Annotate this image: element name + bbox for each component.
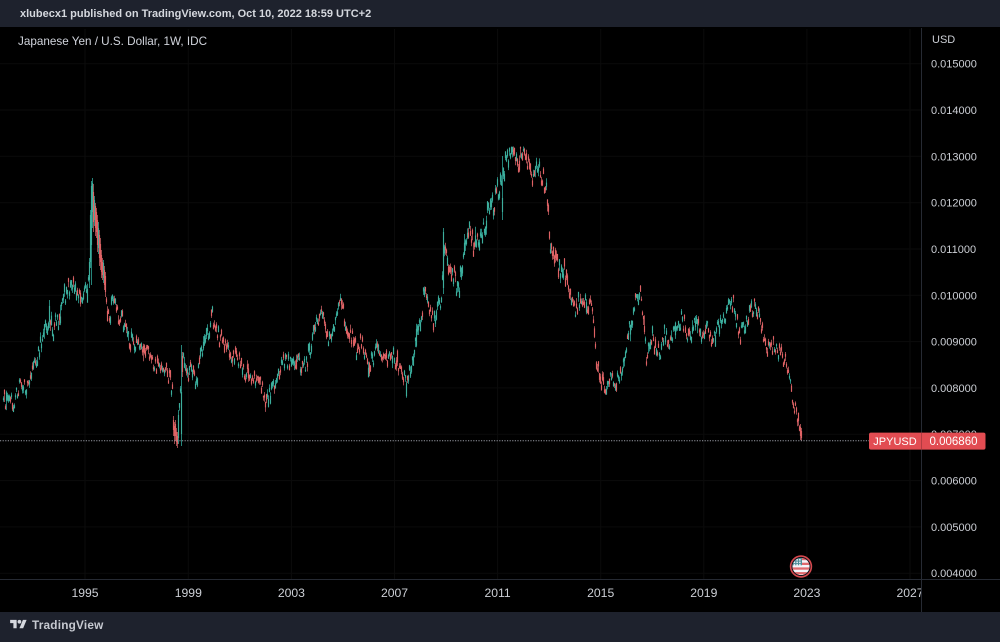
svg-text:0.006860: 0.006860 [930,436,978,448]
svg-text:0.009000: 0.009000 [931,337,977,349]
svg-text:2027: 2027 [896,586,923,600]
svg-text:0.006000: 0.006000 [931,476,977,488]
svg-text:0.014000: 0.014000 [931,105,977,117]
svg-text:0.008000: 0.008000 [931,383,977,395]
svg-text:2023: 2023 [793,586,820,600]
svg-text:USD: USD [932,34,955,46]
svg-text:JPYUSD: JPYUSD [873,436,916,448]
svg-text:0.015000: 0.015000 [931,59,977,71]
svg-text:2011: 2011 [484,586,510,600]
svg-text:0.004000: 0.004000 [931,568,977,580]
svg-text:0.010000: 0.010000 [931,290,977,302]
svg-text:0.005000: 0.005000 [931,522,977,534]
svg-text:2019: 2019 [690,586,717,600]
svg-text:0.011000: 0.011000 [931,244,976,256]
svg-text:2015: 2015 [587,586,614,600]
svg-text:2003: 2003 [278,586,305,600]
svg-text:2007: 2007 [381,586,408,600]
svg-text:1999: 1999 [175,586,202,600]
svg-text:0.012000: 0.012000 [931,198,977,210]
svg-text:0.013000: 0.013000 [931,151,977,163]
svg-text:1995: 1995 [71,586,98,600]
